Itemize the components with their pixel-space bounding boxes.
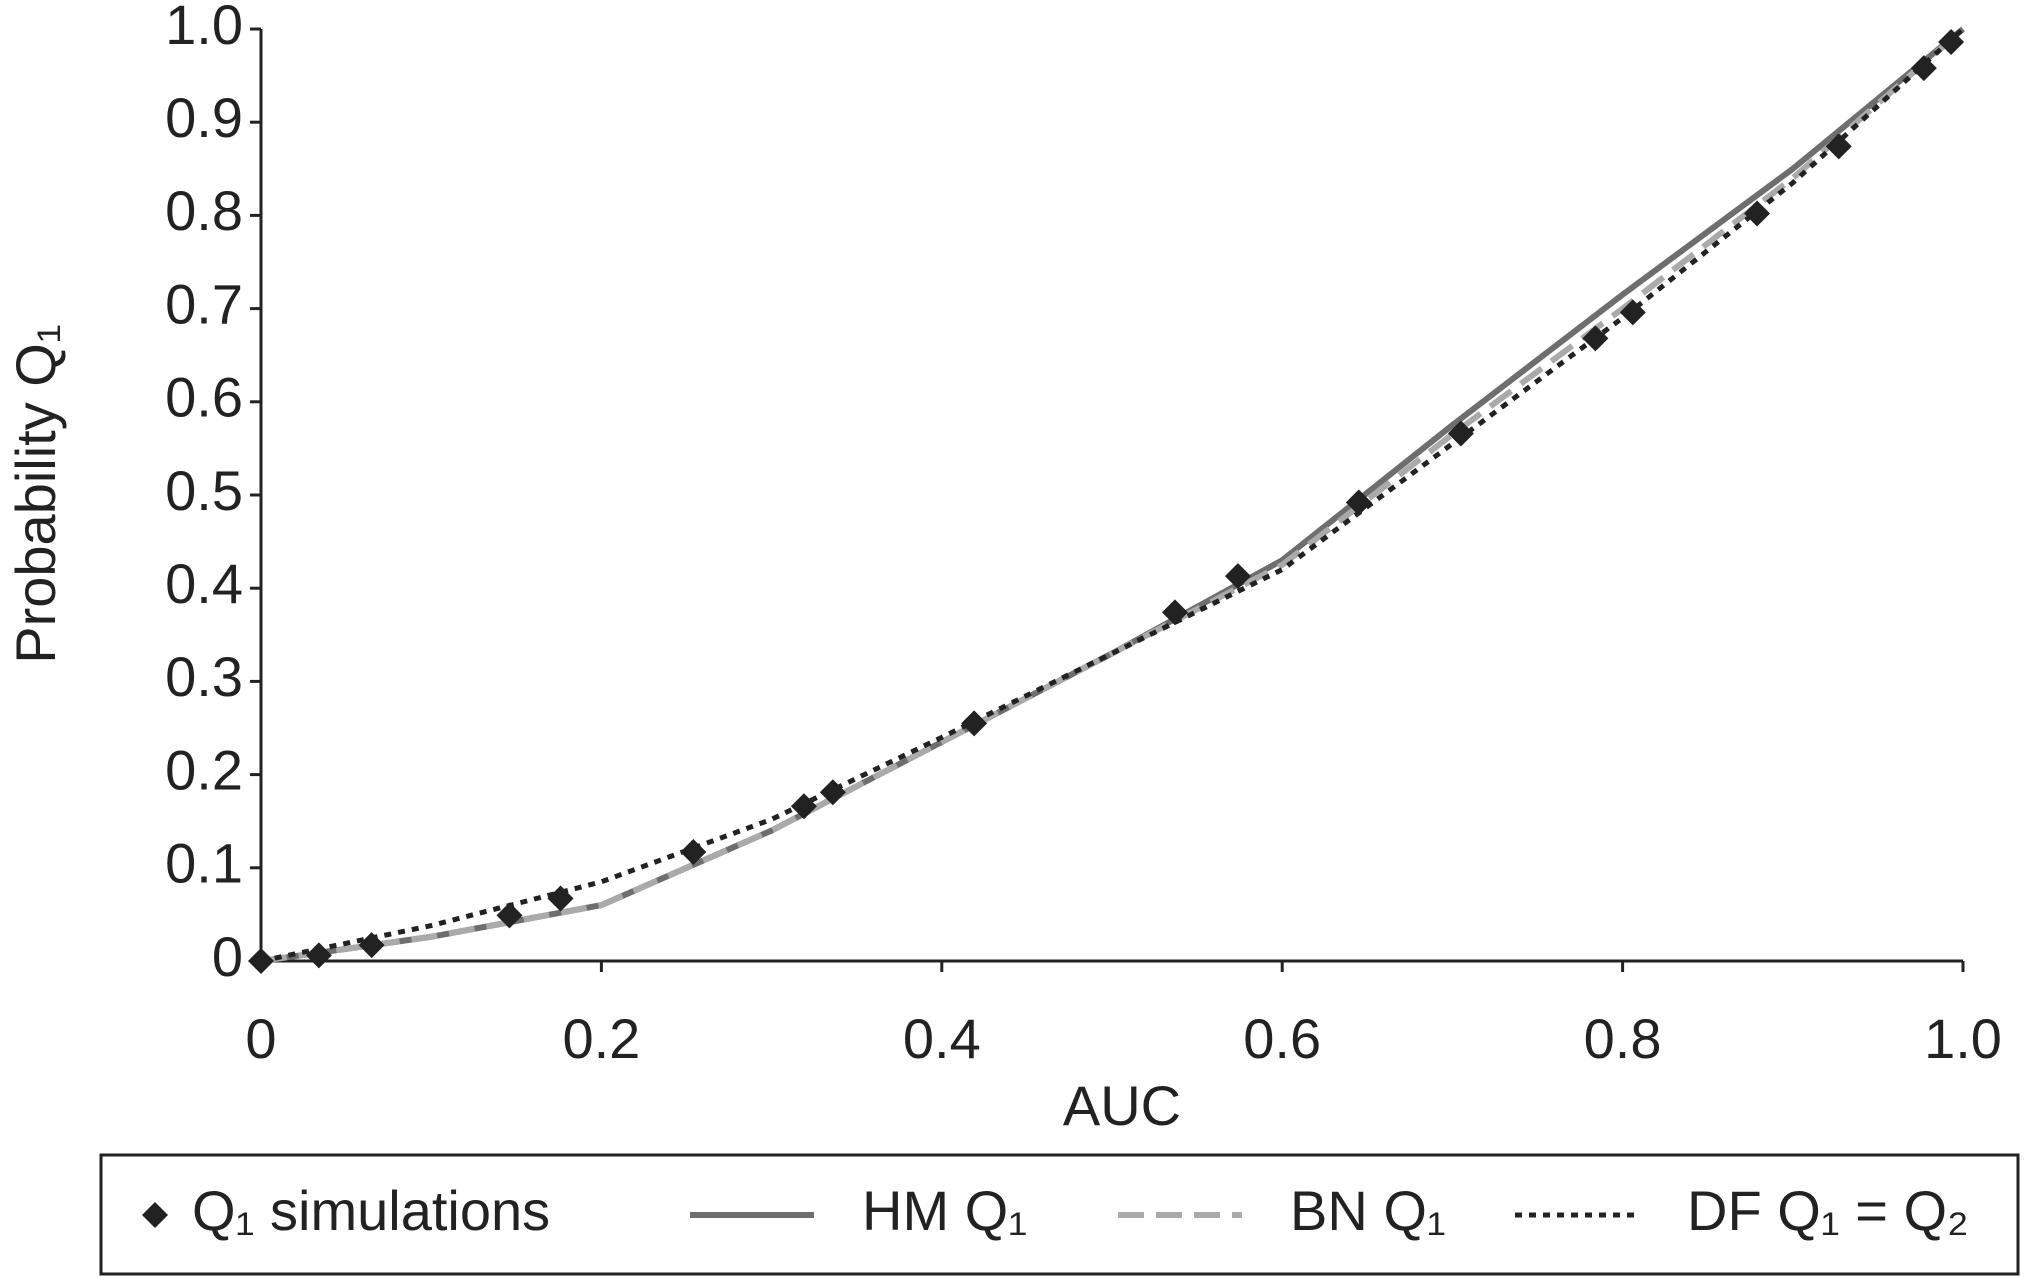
data-line: [260, 27, 1965, 964]
legend-box: [99, 1153, 2020, 1276]
x-tick-label: 0.2: [562, 1007, 640, 1070]
y-tick-label: 0.1: [165, 832, 243, 895]
data-point: [358, 932, 385, 959]
data-point: [305, 942, 332, 969]
x-tick-label: 0.8: [1584, 1007, 1662, 1070]
x-tick-label: 0: [245, 1007, 276, 1070]
data-point: [961, 710, 988, 737]
data-point: [1910, 55, 1937, 82]
y-tick-label: 0.9: [165, 86, 243, 149]
data-point: [1744, 200, 1771, 227]
x-tick-label: 0.6: [1243, 1007, 1321, 1070]
legend-symbol: [142, 1202, 168, 1228]
legend-label: HM Q₁: [862, 1179, 1027, 1242]
data-point: [819, 779, 846, 806]
legend-label: DF Q₁ = Q₂: [1687, 1179, 1969, 1242]
y-tick-label: 0.8: [165, 179, 243, 242]
x-tick-label: 1.0: [1924, 1007, 2002, 1070]
data-point: [1825, 133, 1852, 160]
y-tick-label: 0.2: [165, 738, 243, 801]
y-tick-label: 0: [212, 925, 243, 988]
y-tick-label: 0.5: [165, 459, 243, 522]
data-point: [790, 793, 817, 820]
y-tick-label: 1.0: [165, 0, 243, 56]
y-tick-label: 0.4: [165, 552, 243, 615]
data-point: [248, 948, 274, 974]
data-point: [1938, 29, 1965, 56]
data-point: [680, 838, 707, 865]
legend-label: BN Q₁: [1290, 1179, 1446, 1242]
data-line: [260, 26, 1965, 964]
data-point: [1447, 420, 1474, 447]
data-point: [1582, 325, 1609, 352]
data-line: [260, 26, 1965, 964]
y-axis-label: Probability Q₁: [4, 324, 67, 663]
y-tick-label: 0.3: [165, 645, 243, 708]
y-tick-label: 0.6: [165, 366, 243, 429]
data-point: [1345, 489, 1372, 516]
data-point: [496, 902, 523, 929]
data-point: [1161, 599, 1188, 626]
legend-label: Q₁ simulations: [192, 1179, 550, 1242]
y-tick-label: 0.7: [165, 272, 243, 335]
x-axis-label: AUC: [1063, 1074, 1181, 1137]
data-point: [1224, 563, 1251, 590]
data-point: [547, 885, 574, 912]
data-point: [1619, 299, 1646, 326]
x-tick-label: 0.4: [903, 1007, 981, 1070]
